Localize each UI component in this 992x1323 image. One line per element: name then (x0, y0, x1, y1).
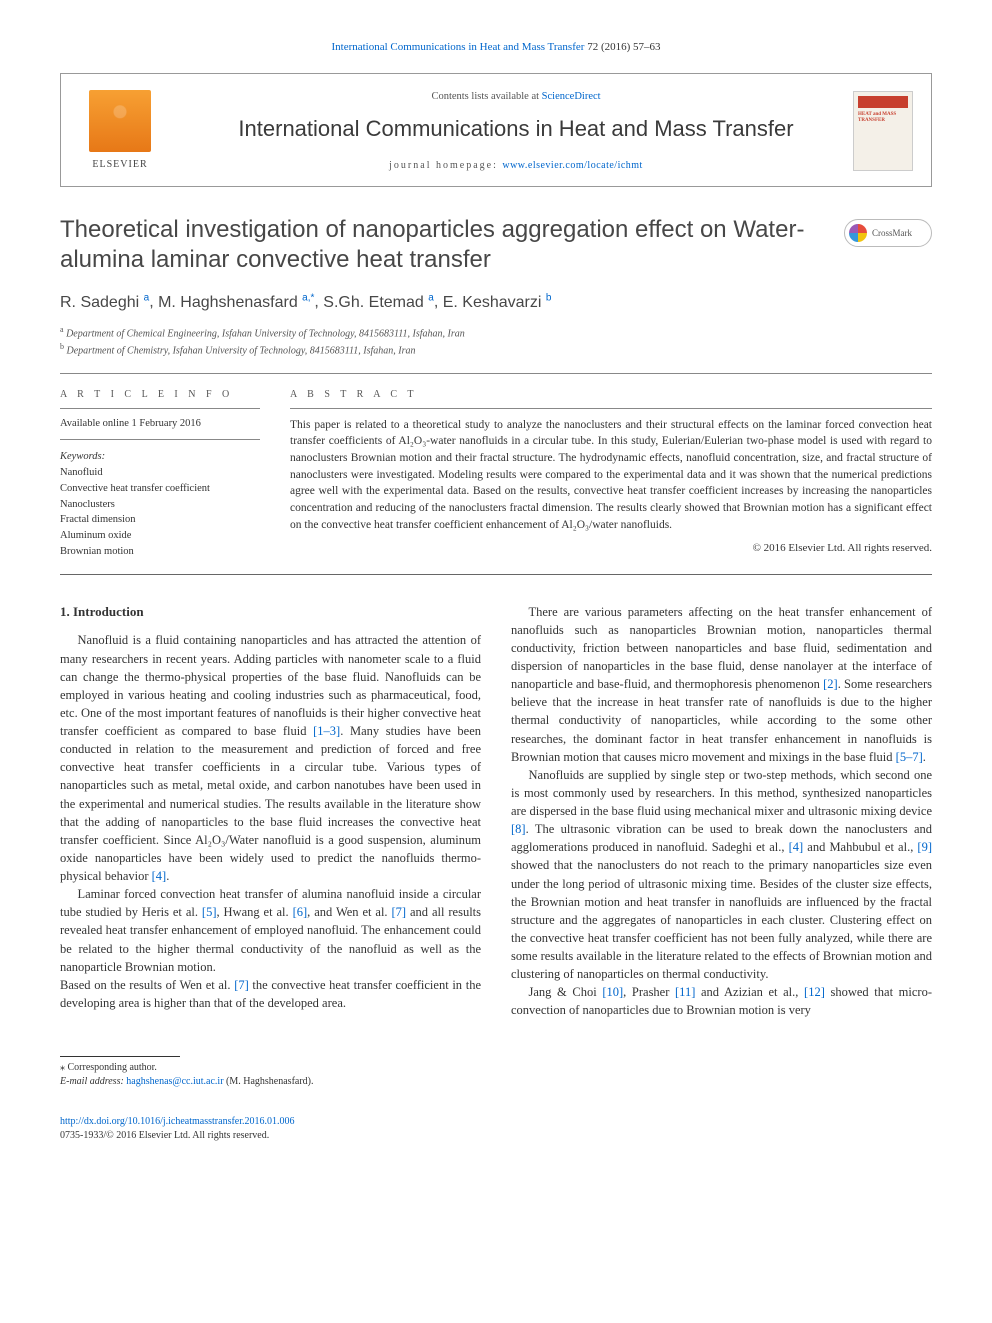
abstract-divider (290, 408, 932, 409)
affiliation-b: b Department of Chemistry, Isfahan Unive… (60, 341, 932, 358)
sciencedirect-link[interactable]: ScienceDirect (542, 91, 601, 102)
elsevier-tree-icon (89, 90, 151, 152)
journal-header-box: ELSEVIER Contents lists available at Sci… (60, 73, 932, 187)
available-online-date: Available online 1 February 2016 (60, 417, 260, 432)
cover-text: HEAT and MASS TRANSFER (858, 112, 908, 123)
article-info-head: A R T I C L E I N F O (60, 388, 260, 402)
ref-8[interactable]: [8] (511, 822, 526, 836)
para-2: Laminar forced convection heat transfer … (60, 885, 481, 976)
keyword-0: Nanofluid (60, 465, 260, 481)
abstract-col: A B S T R A C T This paper is related to… (290, 388, 932, 560)
crossmark-label: CrossMark (872, 227, 912, 240)
contents-lists-line: Contents lists available at ScienceDirec… (179, 90, 853, 105)
info-divider-1 (60, 408, 260, 409)
ref-4b[interactable]: [4] (789, 840, 804, 854)
title-row: Theoretical investigation of nanoparticl… (60, 215, 932, 275)
info-divider-2 (60, 439, 260, 440)
keywords-label: Keywords: (60, 450, 260, 465)
top-citation-text: 72 (2016) 57–63 (587, 41, 660, 53)
author-1: M. Haghshenasfard a,* (158, 294, 314, 311)
author-2: S.Gh. Etemad a (323, 294, 434, 311)
para-4: There are various parameters affecting o… (511, 603, 932, 766)
ref-2[interactable]: [2] (823, 677, 838, 691)
header-center: Contents lists available at ScienceDirec… (179, 90, 853, 173)
abstract-text: This paper is related to a theoretical s… (290, 417, 932, 534)
ref-7[interactable]: [7] (391, 905, 406, 919)
keyword-5: Brownian motion (60, 544, 260, 560)
rule-bottom (60, 574, 932, 575)
crossmark-icon (849, 224, 867, 242)
corresponding-email-link[interactable]: haghshenas@cc.iut.ac.ir (126, 1076, 223, 1087)
para-6: Jang & Choi [10], Prasher [11] and Azizi… (511, 983, 932, 1019)
footnote-rule (60, 1056, 180, 1057)
keyword-2: Nanoclusters (60, 497, 260, 513)
footer-block: ⁎ Corresponding author. E-mail address: … (60, 1056, 932, 1143)
ref-5[interactable]: [5] (202, 905, 217, 919)
article-title: Theoretical investigation of nanoparticl… (60, 215, 826, 275)
authors-line: R. Sadeghi a, M. Haghshenasfard a,*, S.G… (60, 291, 932, 314)
top-citation: International Communications in Heat and… (60, 40, 932, 55)
keyword-4: Aluminum oxide (60, 528, 260, 544)
para-3: Based on the results of Wen et al. [7] t… (60, 976, 481, 1012)
para-1: Nanofluid is a fluid containing nanopart… (60, 631, 481, 885)
journal-name: International Communications in Heat and… (179, 114, 853, 145)
top-journal-link[interactable]: International Communications in Heat and… (331, 41, 584, 53)
keyword-3: Fractal dimension (60, 512, 260, 528)
ref-7b[interactable]: [7] (234, 978, 249, 992)
para-5: Nanofluids are supplied by single step o… (511, 766, 932, 984)
elsevier-logo[interactable]: ELSEVIER (79, 86, 161, 176)
elsevier-label: ELSEVIER (92, 158, 147, 172)
affiliation-a: a Department of Chemical Engineering, Is… (60, 324, 932, 341)
keyword-1: Convective heat transfer coefficient (60, 481, 260, 497)
author-0: R. Sadeghi a (60, 294, 149, 311)
doi-block: http://dx.doi.org/10.1016/j.icheatmasstr… (60, 1115, 932, 1143)
crossmark-badge[interactable]: CrossMark (844, 219, 932, 247)
ref-9[interactable]: [9] (917, 840, 932, 854)
section-1-head: 1. Introduction (60, 603, 481, 622)
ref-10[interactable]: [10] (602, 985, 623, 999)
rule-top (60, 373, 932, 374)
ref-12[interactable]: [12] (804, 985, 825, 999)
info-abstract-row: A R T I C L E I N F O Available online 1… (60, 388, 932, 560)
author-3: E. Keshavarzi b (443, 294, 552, 311)
journal-homepage-link[interactable]: www.elsevier.com/locate/ichmt (502, 160, 642, 171)
ref-4[interactable]: [4] (152, 869, 167, 883)
article-info-col: A R T I C L E I N F O Available online 1… (60, 388, 260, 560)
copyright-line: © 2016 Elsevier Ltd. All rights reserved… (290, 541, 932, 556)
corresponding-author-note: ⁎ Corresponding author. E-mail address: … (60, 1061, 932, 1089)
ref-6[interactable]: [6] (293, 905, 308, 919)
doi-link[interactable]: http://dx.doi.org/10.1016/j.icheatmasstr… (60, 1116, 295, 1127)
affiliations: a Department of Chemical Engineering, Is… (60, 324, 932, 359)
abstract-head: A B S T R A C T (290, 388, 932, 402)
issn-copyright: 0735-1933/© 2016 Elsevier Ltd. All right… (60, 1129, 932, 1143)
journal-cover-thumb[interactable]: HEAT and MASS TRANSFER (853, 91, 913, 171)
ref-11[interactable]: [11] (675, 985, 695, 999)
body-columns: 1. Introduction Nanofluid is a fluid con… (60, 603, 932, 1020)
ref-5-7[interactable]: [5–7] (896, 750, 923, 764)
journal-homepage-line: journal homepage: www.elsevier.com/locat… (179, 159, 853, 173)
ref-1-3[interactable]: [1–3] (313, 724, 340, 738)
